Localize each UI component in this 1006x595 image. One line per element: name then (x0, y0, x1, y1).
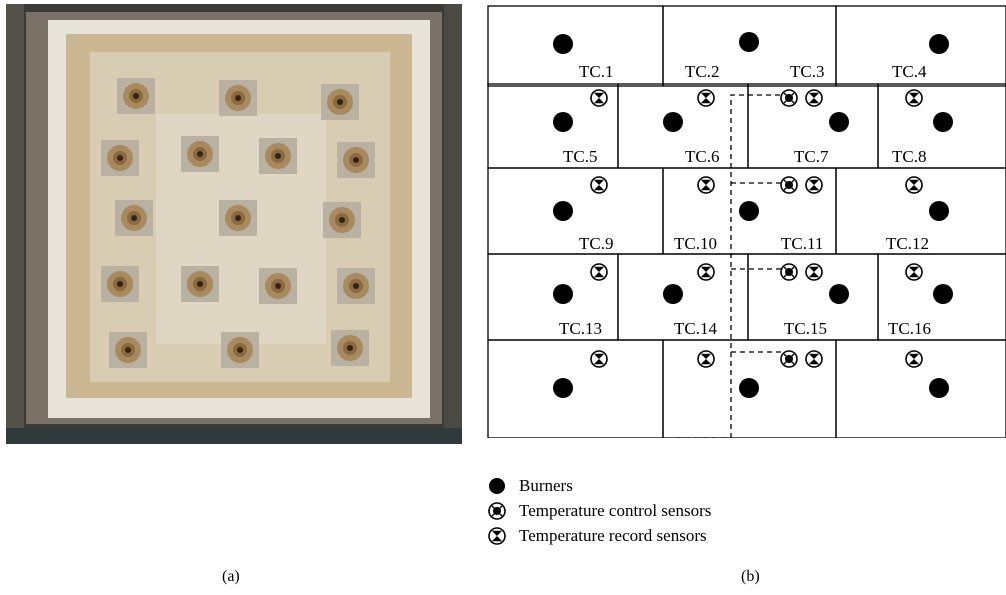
record-sensor (905, 350, 923, 368)
record-sensor (905, 89, 923, 107)
burner-layout-diagram: TC.1 TC.2 TC.3 TC.4 TC.5 TC.6 TC.7 TC.8 TC.9 TC.1… (487, 5, 1006, 438)
burner (933, 284, 953, 304)
zone-cell (487, 167, 664, 255)
record-sensor (805, 350, 823, 368)
legend-burners: Burners (487, 473, 711, 498)
burner (739, 32, 759, 52)
legend-control: Temperature control sensors (487, 498, 711, 523)
tc-label: TC.11 (781, 234, 823, 253)
burner (739, 201, 759, 221)
burner-port (259, 268, 297, 304)
record-sensor (805, 263, 823, 281)
zone-cell (835, 5, 1006, 87)
caption-a: (a) (222, 568, 240, 585)
legend-control-label: Temperature control sensors (519, 500, 712, 520)
zone-cell (487, 5, 664, 87)
burner-port (101, 266, 139, 302)
control-sensor (780, 176, 798, 194)
burner (553, 378, 573, 398)
record-sensor (905, 263, 923, 281)
zone-cell (835, 339, 1006, 438)
burner (553, 112, 573, 132)
legend-record: Temperature record sensors (487, 523, 711, 548)
zone-cell (487, 339, 664, 438)
record-sensor (697, 89, 715, 107)
zone-cell (617, 83, 749, 169)
record-sensor (697, 176, 715, 194)
tc-label: TC.3 (790, 62, 824, 81)
burner-port (321, 84, 359, 120)
burner-port (117, 78, 155, 114)
record-sensor (805, 176, 823, 194)
tc-label: TC.4 (892, 62, 927, 81)
burner-port (259, 138, 297, 174)
burner (933, 112, 953, 132)
record-sensor (590, 263, 608, 281)
record-sensor (697, 263, 715, 281)
tc-label: TC.5 (563, 147, 597, 166)
burner-port (101, 140, 139, 176)
burner-port (337, 268, 375, 304)
burner (553, 34, 573, 54)
tc-label: TC.2 (685, 62, 719, 81)
burner-port (181, 266, 219, 302)
tc-label: TC.7 (794, 147, 829, 166)
burner (929, 378, 949, 398)
tc-label: TC.12 (886, 234, 929, 253)
tc-label: TC.9 (579, 234, 613, 253)
tc-label: TC.13 (559, 319, 602, 338)
control-sensor (780, 89, 798, 107)
caption-b: (b) (741, 568, 760, 585)
burner (553, 201, 573, 221)
tc-label: TC.1 (579, 62, 613, 81)
control-zone-boundary (676, 94, 786, 438)
burner-port (221, 332, 259, 368)
record-sensor (697, 350, 715, 368)
burner-port (219, 80, 257, 116)
tc-label: TC.16 (888, 319, 931, 338)
burner (829, 112, 849, 132)
tc-label: TC.8 (892, 147, 926, 166)
legend-record-label: Temperature record sensors (519, 525, 707, 545)
record-sensor (805, 89, 823, 107)
burner (929, 34, 949, 54)
record-sensor-icon (488, 526, 506, 545)
burner (739, 378, 759, 398)
burner-port (219, 200, 257, 236)
tc-label: TC.6 (685, 147, 719, 166)
legend: Burners Temperature control sensors Temp… (487, 473, 711, 548)
burner-port (115, 200, 153, 236)
record-sensor (590, 350, 608, 368)
burner-port (337, 142, 375, 178)
tc-label: TC.14 (674, 319, 717, 338)
burner-port (323, 202, 361, 238)
record-sensor (590, 89, 608, 107)
burner-port (331, 330, 369, 366)
control-sensor (780, 263, 798, 281)
burner-icon (489, 477, 505, 494)
record-sensor (905, 176, 923, 194)
record-sensor (590, 176, 608, 194)
legend-burners-label: Burners (519, 475, 573, 495)
furnace-photo (6, 4, 462, 444)
tc-label: TC.15 (784, 319, 827, 338)
burner (829, 284, 849, 304)
control-sensor (780, 350, 798, 368)
burner (663, 112, 683, 132)
burner (663, 284, 683, 304)
burner (553, 284, 573, 304)
burner-port (181, 136, 219, 172)
burner (929, 201, 949, 221)
tc-label: TC.10 (674, 234, 717, 253)
burner-port (109, 332, 147, 368)
control-sensor-icon (488, 501, 506, 520)
